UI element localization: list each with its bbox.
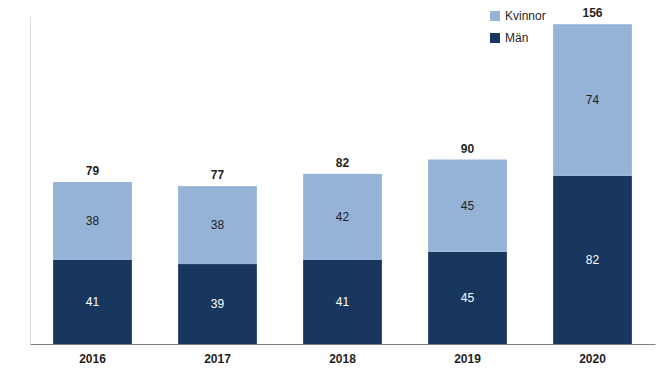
- x-tick: 2016: [79, 344, 106, 366]
- total-label: 77: [211, 168, 225, 182]
- chart: 4139414582383842457479778290156201620172…: [0, 0, 670, 378]
- x-tick: 2017: [204, 344, 231, 366]
- bars: [53, 24, 632, 344]
- y-axis-line: [30, 17, 31, 345]
- x-tick: 2020: [579, 344, 606, 366]
- bar-segment: [428, 252, 507, 344]
- bar-segment: [53, 182, 132, 260]
- data-label: 42: [336, 210, 350, 224]
- x-tick: 2019: [454, 344, 481, 366]
- legend-swatch: [490, 33, 500, 43]
- legend-item: Kvinnor: [490, 9, 546, 23]
- total-label: 79: [86, 164, 100, 178]
- x-axis: 2016 2017 2018 2019 2020: [31, 344, 656, 366]
- x-tick-label: 2019: [454, 352, 481, 366]
- legend-label: Män: [505, 31, 528, 45]
- total-label: 82: [336, 156, 350, 170]
- legend-label: Kvinnor: [505, 9, 546, 23]
- bar-segment: [553, 176, 632, 344]
- total-label: 90: [461, 142, 475, 156]
- data-label: 74: [586, 93, 600, 107]
- total-label: 156: [582, 6, 602, 20]
- data-label: 38: [211, 218, 225, 232]
- data-label: 41: [336, 295, 350, 309]
- data-label: 41: [86, 295, 100, 309]
- x-tick-label: 2020: [579, 352, 606, 366]
- bar-segment: [428, 160, 507, 252]
- x-tick-label: 2016: [79, 352, 106, 366]
- x-axis-line: [31, 344, 656, 345]
- y-axis: [30, 17, 31, 345]
- data-label: 45: [461, 199, 475, 213]
- data-label: 82: [586, 253, 600, 267]
- bar-segment: [53, 260, 132, 344]
- bar-segment: [178, 186, 257, 264]
- bar-segment: [178, 264, 257, 344]
- data-label: 39: [211, 297, 225, 311]
- bar-segment: [553, 24, 632, 176]
- legend: Kvinnor Män: [490, 9, 546, 45]
- x-tick-label: 2017: [204, 352, 231, 366]
- data-label: 45: [461, 291, 475, 305]
- legend-item: Män: [490, 31, 528, 45]
- x-tick: 2018: [329, 344, 356, 366]
- labels: 41 39 41 45 82 38 38 42 45 74 79 77 82 90 156: [86, 6, 603, 311]
- bar-segment: [303, 260, 382, 344]
- x-tick-label: 2018: [329, 352, 356, 366]
- data-label: 38: [86, 214, 100, 228]
- legend-swatch: [490, 11, 500, 21]
- bar-segment: [303, 174, 382, 260]
